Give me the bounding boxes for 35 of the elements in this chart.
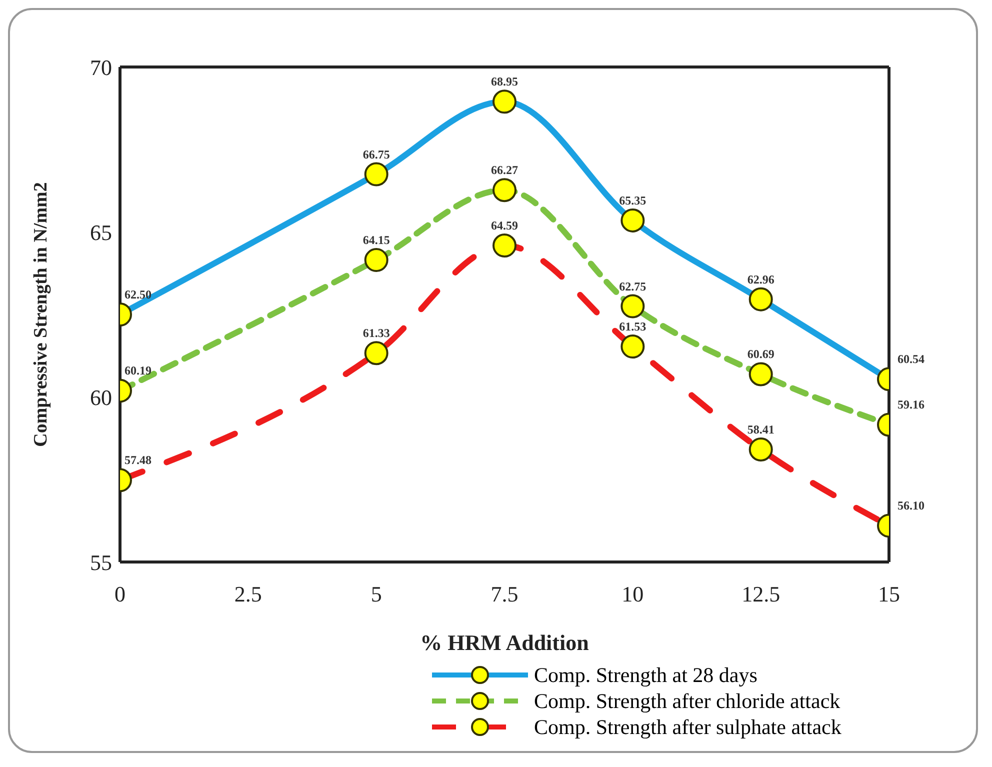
data-label: 57.48 bbox=[124, 453, 152, 468]
data-label: 56.10 bbox=[898, 498, 924, 513]
x-axis-title: % HRM Addition bbox=[420, 630, 589, 655]
legend-label: Comp. Strength after chloride attack bbox=[534, 688, 840, 714]
data-label: 59.16 bbox=[898, 398, 924, 412]
data-label: 58.41 bbox=[747, 422, 774, 436]
data-label: 62.50 bbox=[124, 288, 152, 302]
data-label: 66.27 bbox=[491, 163, 518, 178]
data-label: 62.96 bbox=[747, 272, 774, 286]
y-tick-label: 55 bbox=[90, 550, 112, 575]
x-tick-label: 10 bbox=[622, 582, 644, 607]
x-tick-label: 15 bbox=[878, 582, 900, 607]
data-label: 64.15 bbox=[362, 233, 390, 248]
card-frame: Comp. Strength at 28 days Comp. Strength after chloride attack Comp. Strength after sulphate attack 0 2.5 5 7.5 10 12.5 15 % HRM Addition 55 60 65 70 Compressive Strength in N/mm2 62.50 66.75 68.95 65.35 62.96 60.54 60.19 64.15 66.27 62.75 60.69 59.16 57.48 61.33 64.59 61.53 58.41 56.10 bbox=[8, 8, 978, 753]
legend-label: Comp. Strength after sulphate attack bbox=[534, 714, 842, 740]
y-tick-label: 65 bbox=[90, 220, 112, 245]
data-label: 61.53 bbox=[619, 320, 646, 334]
data-label: 61.33 bbox=[362, 326, 390, 340]
data-label: 68.95 bbox=[491, 74, 518, 89]
data-label: 60.19 bbox=[124, 364, 152, 378]
x-tick-label: 7.5 bbox=[490, 582, 518, 607]
data-label: 65.35 bbox=[619, 193, 646, 208]
y-tick-label: 70 bbox=[90, 54, 112, 80]
x-tick-label: 2.5 bbox=[234, 582, 262, 607]
y-axis-title: Compressive Strength in N/mm2 bbox=[30, 182, 52, 447]
data-label: 62.75 bbox=[619, 279, 646, 294]
data-label: 60.54 bbox=[898, 352, 924, 366]
x-tick-label: 12.5 bbox=[742, 582, 780, 607]
y-tick-label: 60 bbox=[90, 384, 112, 410]
data-label: 66.75 bbox=[362, 147, 390, 162]
x-tick-label: 0 bbox=[114, 582, 126, 607]
x-tick-label: 5 bbox=[370, 582, 382, 607]
legend-label: Comp. Strength at 28 days bbox=[534, 662, 758, 688]
data-label: 64.59 bbox=[491, 218, 518, 233]
data-label: 60.69 bbox=[747, 347, 774, 362]
